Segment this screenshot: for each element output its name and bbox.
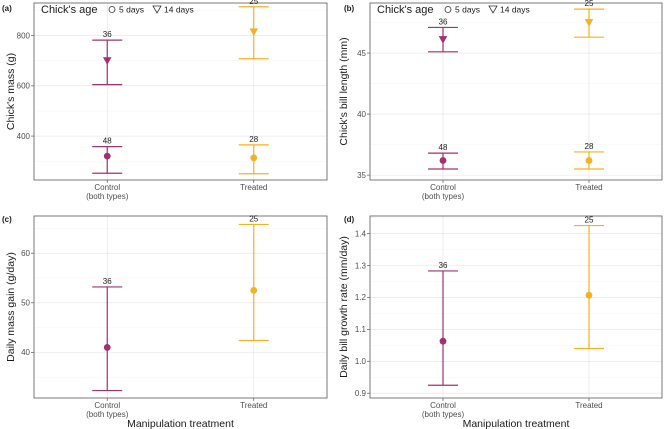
data-point: [439, 157, 447, 164]
y-axis-title: Chick's mass (g): [5, 53, 17, 130]
x-tick-label: Control (both types): [86, 183, 129, 201]
y-tick-label: 400: [17, 132, 31, 141]
y-axis-title: Daily mass gain (g/day): [5, 252, 17, 362]
legend-title: Chick's age: [41, 4, 98, 16]
legend-key-triangle: [488, 5, 498, 14]
sample-size-label: 48: [103, 137, 112, 146]
plot-area: [33, 2, 328, 181]
legend-key-circle: [108, 6, 116, 13]
x-tick-label: Treated: [575, 401, 602, 410]
sample-size-label: 36: [103, 277, 112, 286]
y-axis-title: Daily bill growth rate (mm/day): [338, 236, 350, 378]
y-tick-label: 0.9: [355, 389, 367, 398]
data-point: [103, 344, 111, 351]
sample-size-label: 25: [249, 214, 258, 223]
y-tick-label: 1.2: [355, 293, 367, 302]
panel-tag: (a): [2, 4, 12, 13]
sample-size-label: 25: [585, 0, 594, 8]
sample-size-label: 36: [439, 261, 448, 270]
data-point: [585, 157, 593, 164]
sample-size-label: 25: [585, 216, 594, 225]
legend-entry-label: 5 days: [119, 5, 144, 15]
sample-size-label: 28: [585, 142, 594, 151]
legend-entry-label: 14 days: [164, 5, 194, 15]
y-tick-label: 1.0: [355, 357, 367, 366]
plot-area: [369, 2, 663, 181]
data-point: [439, 337, 447, 345]
x-tick-label: Treated: [240, 401, 267, 410]
y-tick-label: 50: [21, 299, 30, 308]
plot-area: [369, 215, 663, 399]
panel-c: 40 50 60 Control (both types) Treated (c) Daily…: [2, 214, 328, 429]
sample-size-label: 28: [249, 135, 258, 144]
x-axis-title: Manipulation treatment: [127, 418, 234, 429]
x-tick-label: Treated: [575, 183, 602, 192]
legend: Chick's age 5 days 14 days: [377, 4, 530, 16]
y-tick-label: 35: [357, 171, 366, 180]
legend-key-circle: [444, 6, 452, 13]
legend-entry-label: 5 days: [455, 5, 480, 15]
y-tick-label: 60: [21, 249, 30, 258]
data-point: [585, 291, 593, 299]
y-tick-label: 1.1: [355, 325, 367, 334]
panel-d: 0.9 1.0 1.1 1.2 1.3 1.4 Control (both types) Tre…: [338, 215, 663, 429]
data-point: [250, 286, 258, 294]
y-tick-label: 40: [357, 110, 366, 119]
data-point: [249, 28, 259, 36]
y-tick-label: 1.4: [355, 229, 367, 238]
y-tick-label: 1.3: [355, 261, 367, 270]
panel-tag: (b): [344, 4, 355, 13]
sample-size-label: 48: [439, 143, 448, 152]
x-tick-label: Control (both types): [86, 401, 129, 419]
panel-tag: (c): [2, 215, 12, 224]
y-axis-title: Chick's bill length (mm): [338, 37, 350, 145]
panel-tag: (d): [344, 215, 355, 224]
plot-area: [33, 215, 328, 399]
sample-size-label: 36: [103, 30, 112, 39]
y-tick-label: 800: [17, 31, 31, 40]
data-point: [250, 154, 258, 162]
x-axis-title: Manipulation treatment: [463, 418, 570, 429]
panel-b: 35 40 45 Control (both types) Treated (b) Chick…: [338, 0, 663, 201]
legend-key-triangle: [152, 5, 162, 14]
data-point: [102, 57, 112, 65]
x-tick-label: Control (both types): [422, 401, 465, 419]
y-tick-label: 40: [21, 348, 30, 357]
x-tick-label: Treated: [240, 183, 267, 192]
sample-size-label: 25: [249, 0, 258, 6]
data-point: [438, 36, 448, 44]
y-tick-label: 600: [17, 82, 31, 91]
y-tick-label: 45: [357, 49, 366, 58]
x-tick-label: Control (both types): [422, 183, 465, 201]
legend: Chick's age 5 days 14 days: [41, 4, 194, 16]
sample-size-label: 36: [439, 17, 448, 26]
data-point: [103, 152, 111, 160]
legend-title: Chick's age: [377, 4, 434, 16]
panel-a: 400 600 800 Control (both types) Treated (a) Ch…: [2, 0, 328, 201]
data-point: [584, 19, 594, 27]
legend-entry-label: 14 days: [500, 5, 530, 15]
